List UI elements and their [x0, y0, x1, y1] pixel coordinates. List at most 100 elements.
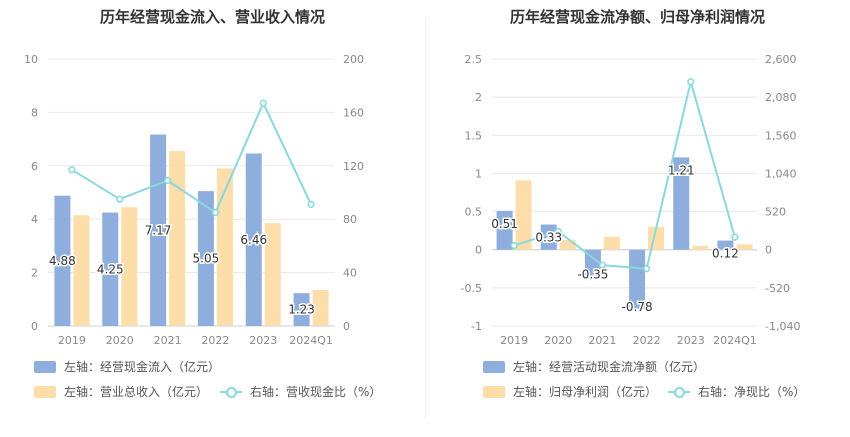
- left-legend-item-3[interactable]: 右轴：营收现金比（%）: [220, 383, 381, 400]
- chart1-ratio-point: [307, 200, 315, 209]
- chart2-bar-series2: [559, 239, 576, 250]
- chart1-ratio-point: [68, 166, 76, 174]
- chart1-right-tick-label: 200: [343, 53, 364, 66]
- legend-bar-swatch: [483, 360, 505, 373]
- chart2-bar-series2: [736, 244, 753, 250]
- right-legend-item-2[interactable]: 左轴：归母净利润（亿元）: [483, 383, 657, 400]
- chart1-category-label: 2022: [201, 334, 229, 345]
- legend-line-marker-icon: [668, 386, 690, 398]
- left-legend-label-3: 右轴：营收现金比（%）: [250, 385, 382, 399]
- right-legend-item-3[interactable]: 右轴：净现比（%）: [668, 383, 805, 400]
- right-legend-label-3: 右轴：净现比（%）: [698, 385, 806, 399]
- chart2-right-tick-label: -1,040: [765, 320, 800, 333]
- chart2-data-label: 0.33: [535, 231, 562, 245]
- chart2-left-tick-label: 0.5: [465, 206, 483, 219]
- chart1-ratio-point: [116, 195, 124, 203]
- chart2-left-tick-label: 1.5: [465, 129, 483, 142]
- chart1-left-tick-label: 10: [24, 53, 38, 66]
- chart2-bar-series2: [515, 180, 532, 250]
- chart1-ratio-point: [211, 208, 220, 217]
- chart1-category-label: 2021: [154, 334, 182, 345]
- legend-bar-swatch: [34, 385, 56, 398]
- chart1-left-tick-label: 8: [31, 106, 38, 119]
- chart1-category-label: 2019: [58, 334, 86, 345]
- chart1-category-label: 2020: [106, 334, 134, 345]
- chart2-right-tick-label: 1,040: [765, 167, 797, 180]
- chart2-left-tick-label: 0: [475, 244, 482, 257]
- panel-divider: [425, 18, 426, 418]
- chart1-left-tick-label: 6: [31, 160, 38, 173]
- chart2-category-label: 2024Q1: [713, 334, 757, 345]
- chart2-category-label: 2023: [677, 334, 705, 345]
- chart1-ratio-point: [259, 99, 267, 107]
- chart1-data-label: 7.17: [145, 223, 172, 237]
- chart1-bar-series2: [312, 289, 329, 326]
- chart2-data-label: -0.35: [577, 267, 608, 281]
- chart2-bar-series1: [629, 249, 646, 310]
- chart1-right-tick-label: 80: [343, 213, 357, 226]
- left-legend-label-1: 左轴：经营现金流入（亿元）: [64, 360, 221, 374]
- chart1-ratio-point: [163, 176, 172, 185]
- chart1-data-label: 6.46: [240, 233, 267, 247]
- chart1-data-label: 1.23: [288, 303, 315, 317]
- chart1-left-tick-label: 4: [31, 213, 38, 226]
- chart1-data-label: 4.88: [49, 254, 76, 268]
- chart2-right-tick-label: 0: [765, 244, 772, 257]
- chart2-bar-series2: [692, 245, 709, 250]
- chart2-right-tick-label: 2,600: [765, 53, 797, 66]
- chart2-data-label: 0.51: [491, 217, 518, 231]
- right-chart-panel: 历年经营现金流净额、归母净利润情况 -1 -0.5 0 0.5 1 1.5 2 2.5 -1,0…: [425, 0, 850, 437]
- chart1-ratio-line: [71, 100, 312, 215]
- chart2-bar-series1: [717, 240, 734, 250]
- chart2-ratio-point: [642, 265, 651, 273]
- chart1-bar-series1: [245, 153, 262, 326]
- chart2-ratio-line: [513, 77, 736, 270]
- chart2-left-tick-label: -1: [471, 320, 482, 333]
- chart2-ratio-point: [731, 233, 739, 241]
- chart2-category-label: 2022: [633, 334, 661, 345]
- right-legend-label-2: 左轴：归母净利润（亿元）: [513, 385, 658, 399]
- chart1-bar-series2: [216, 168, 233, 326]
- chart1-data-label: 5.05: [193, 252, 220, 266]
- chart2-right-tick-label: 1,560: [765, 129, 797, 142]
- chart2-ratio-point: [687, 78, 695, 86]
- chart1-right-tick-label: 160: [343, 106, 364, 119]
- chart2-ratio-point: [554, 227, 562, 235]
- chart1-bar-series2: [169, 151, 186, 326]
- chart1-bar-series1: [54, 195, 71, 326]
- chart2-bar-series1: [540, 224, 557, 250]
- left-legend-item-2[interactable]: 左轴：营业总收入（亿元）: [34, 383, 208, 400]
- chart2-bar-series1: [584, 249, 601, 277]
- left-chart-panel: 历年经营现金流入、营业收入情况 0 2 4 6 8 10 0 40 80 120 160 200 201…: [24, 8, 381, 400]
- chart1-category-label: 2024Q1: [289, 334, 333, 345]
- chart2-category-label: 2020: [544, 334, 572, 345]
- chart1-category-label: 2023: [249, 334, 277, 345]
- chart1-right-tick-label: 0: [343, 320, 350, 333]
- chart1-bar-series2: [121, 207, 138, 326]
- chart2-bar-series1: [496, 210, 513, 250]
- chart2-data-label: 1.21: [668, 163, 695, 177]
- chart2-data-label: -0.78: [622, 300, 653, 314]
- left-legend-item-1[interactable]: 左轴：经营现金流入（亿元）: [34, 358, 220, 375]
- chart1-bar-series2: [264, 223, 281, 326]
- chart2-right-tick-label: 520: [765, 206, 786, 219]
- chart1-right-tick-label: 40: [343, 267, 357, 280]
- chart1-bar-series1: [197, 191, 214, 326]
- chart2-right-tick-label: 2,080: [765, 91, 797, 104]
- chart2-left-tick-label: 2: [475, 91, 482, 104]
- chart1-data-label: 4.25: [97, 262, 124, 276]
- right-legend-item-1[interactable]: 左轴：经营活动现金流净额（亿元）: [483, 358, 705, 375]
- right-chart-title: 历年经营现金流净额、归母净利润情况: [509, 8, 765, 26]
- chart1-bar-series1: [102, 212, 119, 326]
- chart2-category-label: 2021: [588, 334, 616, 345]
- chart2-left-tick-label: 1: [475, 167, 482, 180]
- right-chart-svg: -1-0.500.511.522.5-1,040-52005201,0401,5…: [461, 53, 801, 345]
- chart2-right-tick-label: -520: [765, 282, 790, 295]
- left-legend-label-2: 左轴：营业总收入（亿元）: [64, 385, 209, 399]
- chart1-bar-series2: [73, 215, 90, 326]
- right-legend-label-1: 左轴：经营活动现金流净额（亿元）: [513, 360, 706, 374]
- left-chart-svg: 0 2 4 6 8 10 0 40 80 120 160 200 2019 2020 2021 2022 202…: [24, 53, 364, 345]
- chart2-bar-series1: [673, 157, 690, 250]
- chart2-left-tick-label: -0.5: [461, 282, 482, 295]
- legend-line-marker-icon: [220, 386, 242, 398]
